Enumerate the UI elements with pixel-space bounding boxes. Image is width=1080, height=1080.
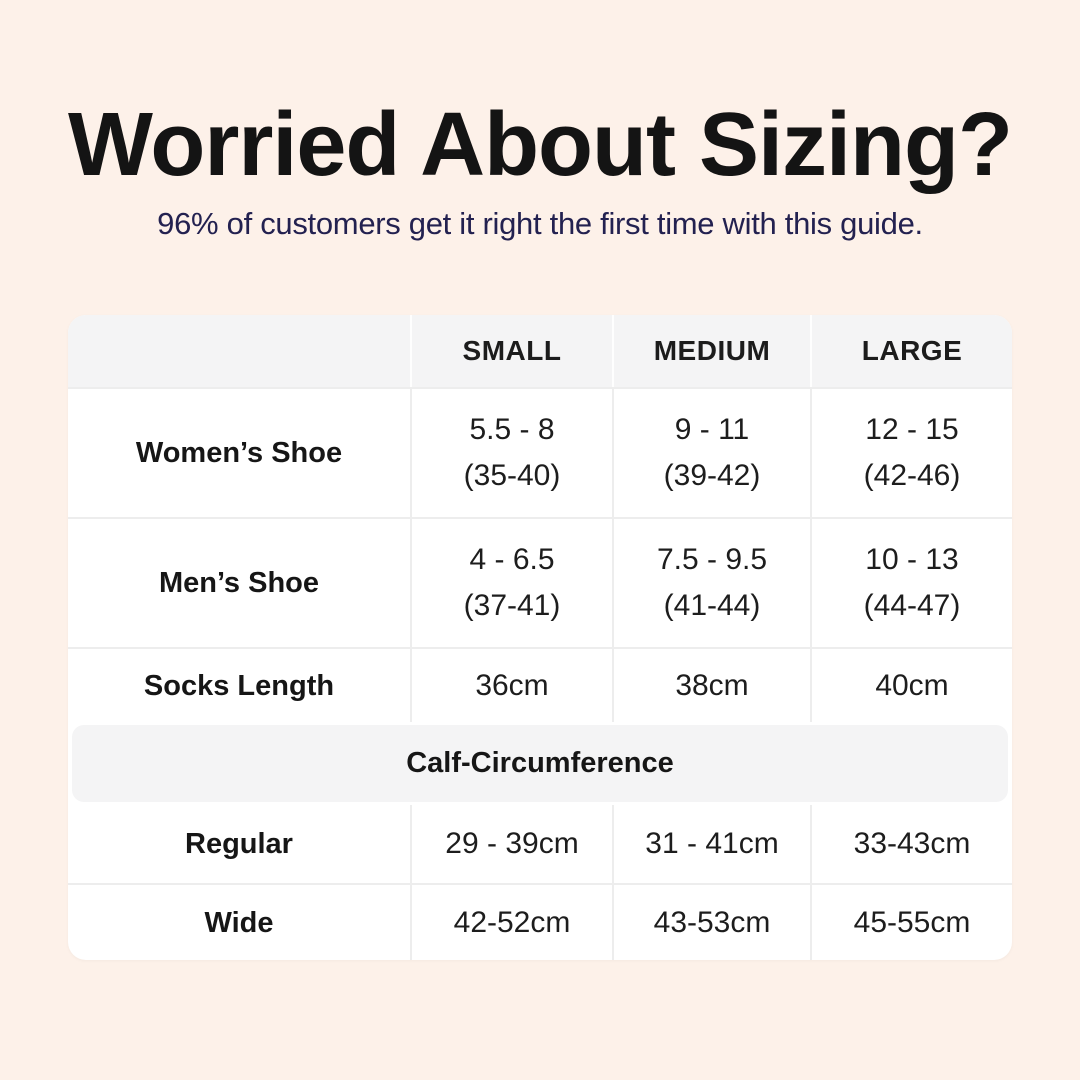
cell-line: 12 - 15 bbox=[865, 413, 959, 446]
cell-large: 45-55cm bbox=[810, 885, 1012, 960]
cell-small: 4 - 6.5 (37-41) bbox=[410, 519, 612, 647]
row-socks-length: Socks Length 36cm 38cm 40cm bbox=[68, 647, 1012, 722]
cell-line: 5.5 - 8 bbox=[469, 413, 555, 446]
cell-line: 4 - 6.5 bbox=[469, 543, 555, 576]
size-guide-table: SMALL MEDIUM LARGE Women’s Shoe 5.5 - 8 … bbox=[68, 315, 1012, 960]
row-label: Men’s Shoe bbox=[158, 567, 320, 599]
column-header-small: SMALL bbox=[410, 315, 612, 387]
cell-large: 40cm bbox=[810, 649, 1012, 722]
cell-large: 12 - 15 (42-46) bbox=[810, 389, 1012, 517]
row-label: Regular bbox=[185, 828, 293, 860]
cell-small: 42-52cm bbox=[410, 885, 612, 960]
cell-line: (41-44) bbox=[663, 589, 761, 622]
cell-line: 36cm bbox=[475, 668, 549, 702]
cell-small: 29 - 39cm bbox=[410, 805, 612, 883]
cell-line: (37-41) bbox=[463, 589, 561, 622]
cell-small: 5.5 - 8 (35-40) bbox=[410, 389, 612, 517]
cell-line: 43-53cm bbox=[653, 905, 771, 939]
cell-line: (35-40) bbox=[463, 459, 561, 492]
column-header-medium: MEDIUM bbox=[612, 315, 810, 387]
cell-line: 29 - 39cm bbox=[445, 827, 579, 860]
page-title: Worried About Sizing? bbox=[68, 95, 1013, 195]
cell-line: 7.5 - 9.5 bbox=[656, 543, 768, 576]
row-womens-shoe: Women’s Shoe 5.5 - 8 (35-40) 9 - 11 (39-… bbox=[68, 387, 1012, 517]
cell-line: 38cm bbox=[675, 668, 749, 702]
cell-line: (39-42) bbox=[663, 459, 761, 492]
cell-medium: 9 - 11 (39-42) bbox=[612, 389, 810, 517]
column-header-large: LARGE bbox=[810, 315, 1012, 387]
row-label: Wide bbox=[204, 906, 274, 939]
page-subtitle: 96% of customers get it right the first … bbox=[157, 206, 923, 241]
row-regular: Regular 29 - 39cm 31 - 41cm 33-43cm bbox=[68, 805, 1012, 883]
cell-line: 31 - 41cm bbox=[645, 827, 779, 860]
row-label: Women’s Shoe bbox=[135, 437, 343, 469]
cell-medium: 7.5 - 9.5 (41-44) bbox=[612, 519, 810, 647]
corner-cell bbox=[68, 315, 410, 387]
cell-small: 36cm bbox=[410, 649, 612, 722]
cell-line: 9 - 11 bbox=[674, 413, 750, 446]
section-calf-circumference: Calf-Circumference bbox=[68, 722, 1012, 805]
row-wide: Wide 42-52cm 43-53cm 45-55cm bbox=[68, 883, 1012, 960]
cell-line: (44-47) bbox=[863, 589, 961, 622]
cell-line: 42-52cm bbox=[453, 905, 571, 939]
cell-medium: 38cm bbox=[612, 649, 810, 722]
cell-line: 10 - 13 bbox=[865, 543, 959, 576]
cell-line: 33-43cm bbox=[853, 827, 971, 860]
cell-line: 40cm bbox=[875, 668, 949, 702]
cell-line: (42-46) bbox=[863, 459, 961, 492]
table-header-row: SMALL MEDIUM LARGE bbox=[68, 315, 1012, 387]
row-label: Socks Length bbox=[143, 669, 335, 702]
cell-large: 33-43cm bbox=[810, 805, 1012, 883]
cell-large: 10 - 13 (44-47) bbox=[810, 519, 1012, 647]
cell-medium: 31 - 41cm bbox=[612, 805, 810, 883]
section-band: Calf-Circumference bbox=[72, 725, 1008, 802]
row-mens-shoe: Men’s Shoe 4 - 6.5 (37-41) 7.5 - 9.5 (41… bbox=[68, 517, 1012, 647]
cell-medium: 43-53cm bbox=[612, 885, 810, 960]
cell-line: 45-55cm bbox=[853, 905, 971, 939]
